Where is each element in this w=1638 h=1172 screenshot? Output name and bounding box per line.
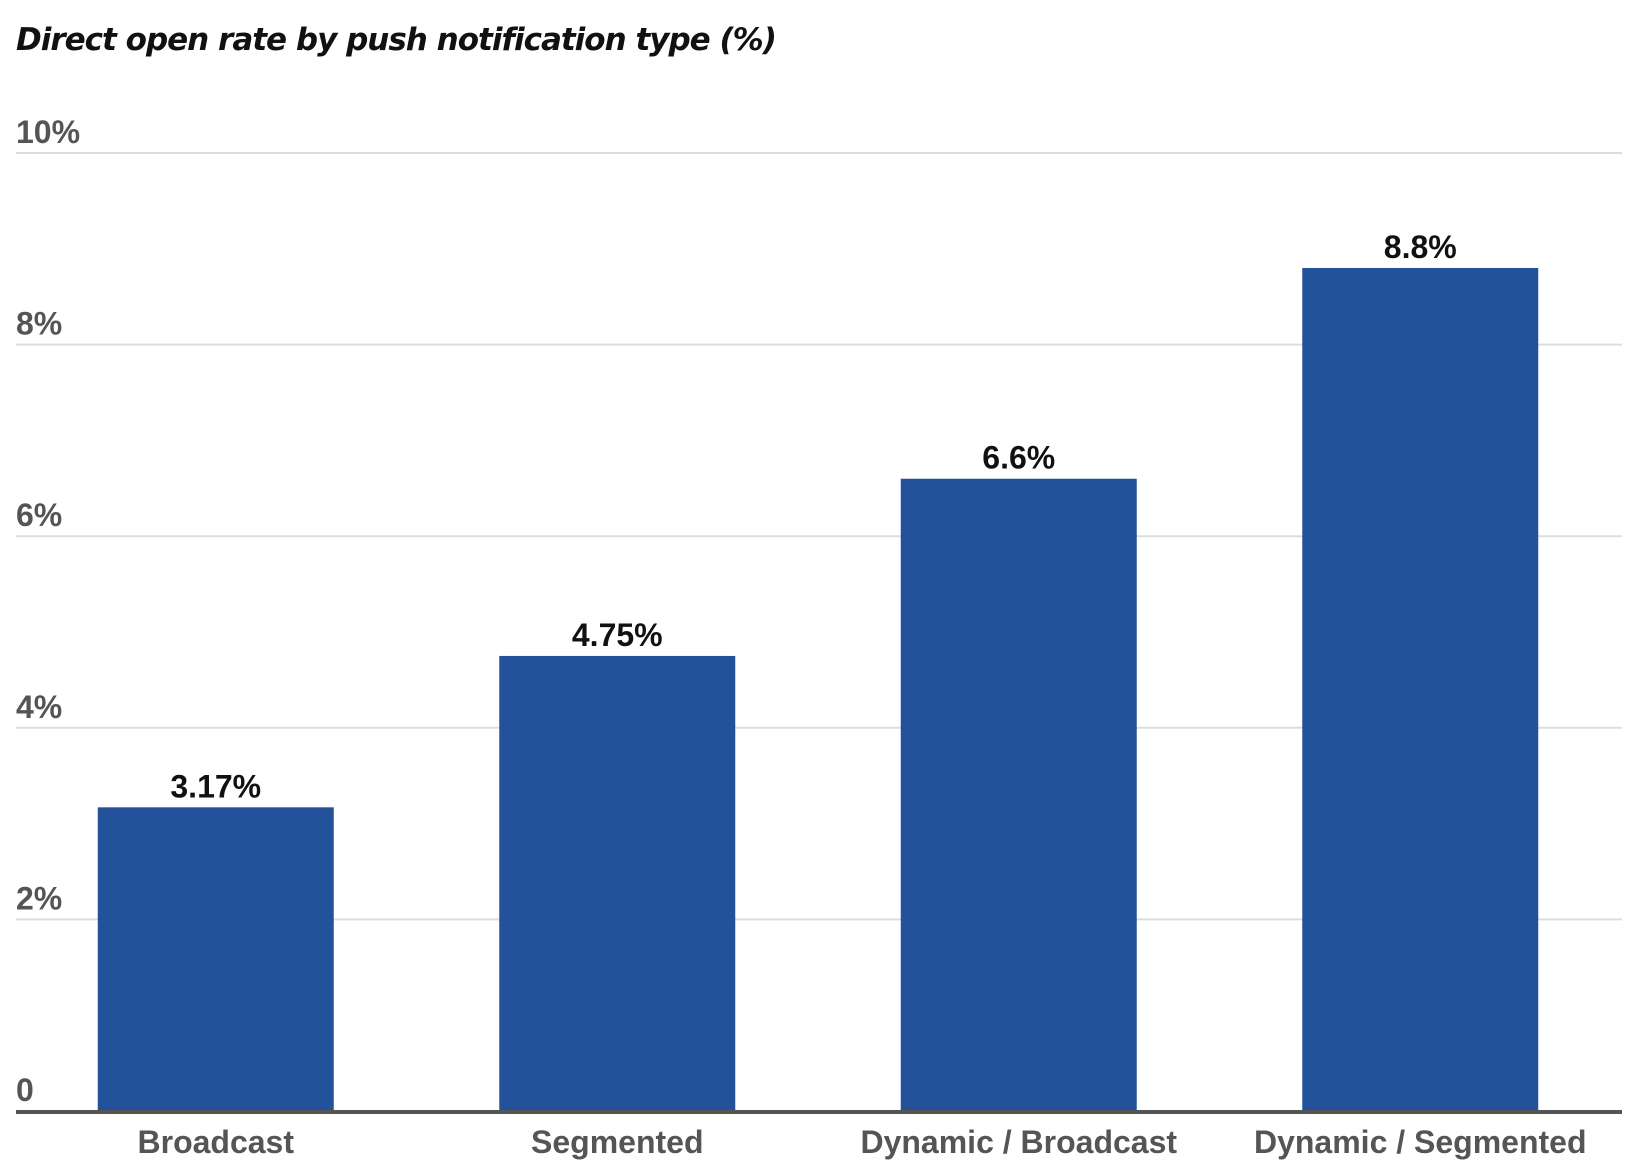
bar-value-label: 6.6%	[982, 440, 1055, 476]
y-tick-label: 0	[16, 1072, 34, 1108]
y-tick-label: 6%	[16, 497, 62, 533]
bar-value-label: 3.17%	[170, 768, 261, 804]
x-category-label: Dynamic / Broadcast	[860, 1124, 1177, 1160]
y-tick-label: 2%	[16, 880, 62, 916]
data-labels: 3.17% 4.75% 6.6% 8.8%	[170, 229, 1456, 804]
x-axis-category-labels: Broadcast Segmented Dynamic / Broadcast Dyn…	[138, 1124, 1587, 1160]
chart-title: Direct open rate by push notification ty…	[16, 22, 777, 58]
bar	[97, 807, 334, 1111]
x-category-label: Broadcast	[138, 1124, 295, 1160]
bar	[900, 478, 1137, 1112]
bar-value-label: 4.75%	[572, 617, 663, 653]
y-tick-label: 10%	[16, 114, 80, 150]
y-axis-tick-labels: 0 2% 4% 6% 8% 10%	[16, 114, 80, 1108]
bar	[499, 655, 736, 1111]
x-category-label: Dynamic / Segmented	[1254, 1124, 1587, 1160]
bars	[97, 267, 1539, 1112]
y-tick-label: 8%	[16, 306, 62, 342]
x-category-label: Segmented	[531, 1124, 703, 1160]
bar-value-label: 8.8%	[1384, 229, 1457, 265]
y-tick-label: 4%	[16, 689, 62, 725]
bar	[1302, 267, 1539, 1112]
